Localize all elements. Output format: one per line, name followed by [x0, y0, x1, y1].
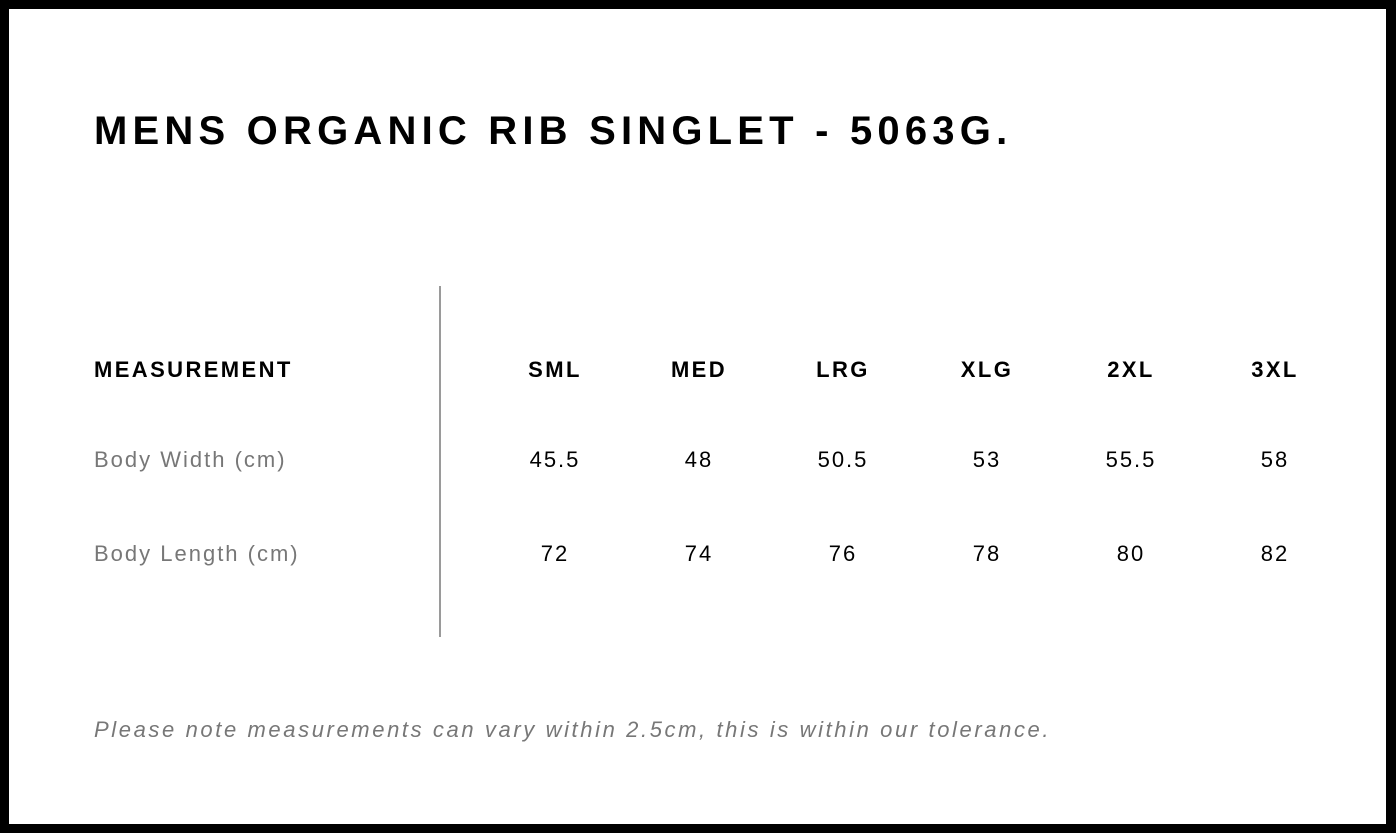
table-cell: 80	[1116, 541, 1146, 566]
table-cell: 53	[972, 447, 1002, 472]
page-title: MENS ORGANIC RIB SINGLET - 5063G.	[94, 109, 1013, 153]
table-cell: 48	[684, 447, 714, 472]
table-cell: 50.5	[817, 447, 869, 472]
table-cell: 72	[540, 541, 570, 566]
table-cell: 74	[684, 541, 714, 566]
row-label: Body Width (cm)	[94, 447, 287, 472]
table-cell: 45.5	[529, 447, 581, 472]
measurement-header: MEASUREMENT	[94, 357, 293, 382]
tolerance-note: Please note measurements can vary within…	[94, 717, 1052, 742]
size-header-3xl: 3XL	[1251, 357, 1299, 382]
size-chart-card: MENS ORGANIC RIB SINGLET - 5063G. MEASUR…	[9, 9, 1386, 824]
row-label: Body Length (cm)	[94, 541, 300, 566]
table-cell: 82	[1260, 541, 1290, 566]
table-cell: 76	[828, 541, 858, 566]
column-divider	[439, 286, 441, 637]
table-cell: 55.5	[1105, 447, 1157, 472]
size-header-xlg: XLG	[960, 357, 1014, 382]
table-cell: 78	[972, 541, 1002, 566]
size-header-lrg: LRG	[816, 357, 870, 382]
size-header-2xl: 2XL	[1107, 357, 1155, 382]
size-header-sml: SML	[528, 357, 582, 382]
table-cell: 58	[1260, 447, 1290, 472]
size-header-med: MED	[670, 357, 728, 382]
